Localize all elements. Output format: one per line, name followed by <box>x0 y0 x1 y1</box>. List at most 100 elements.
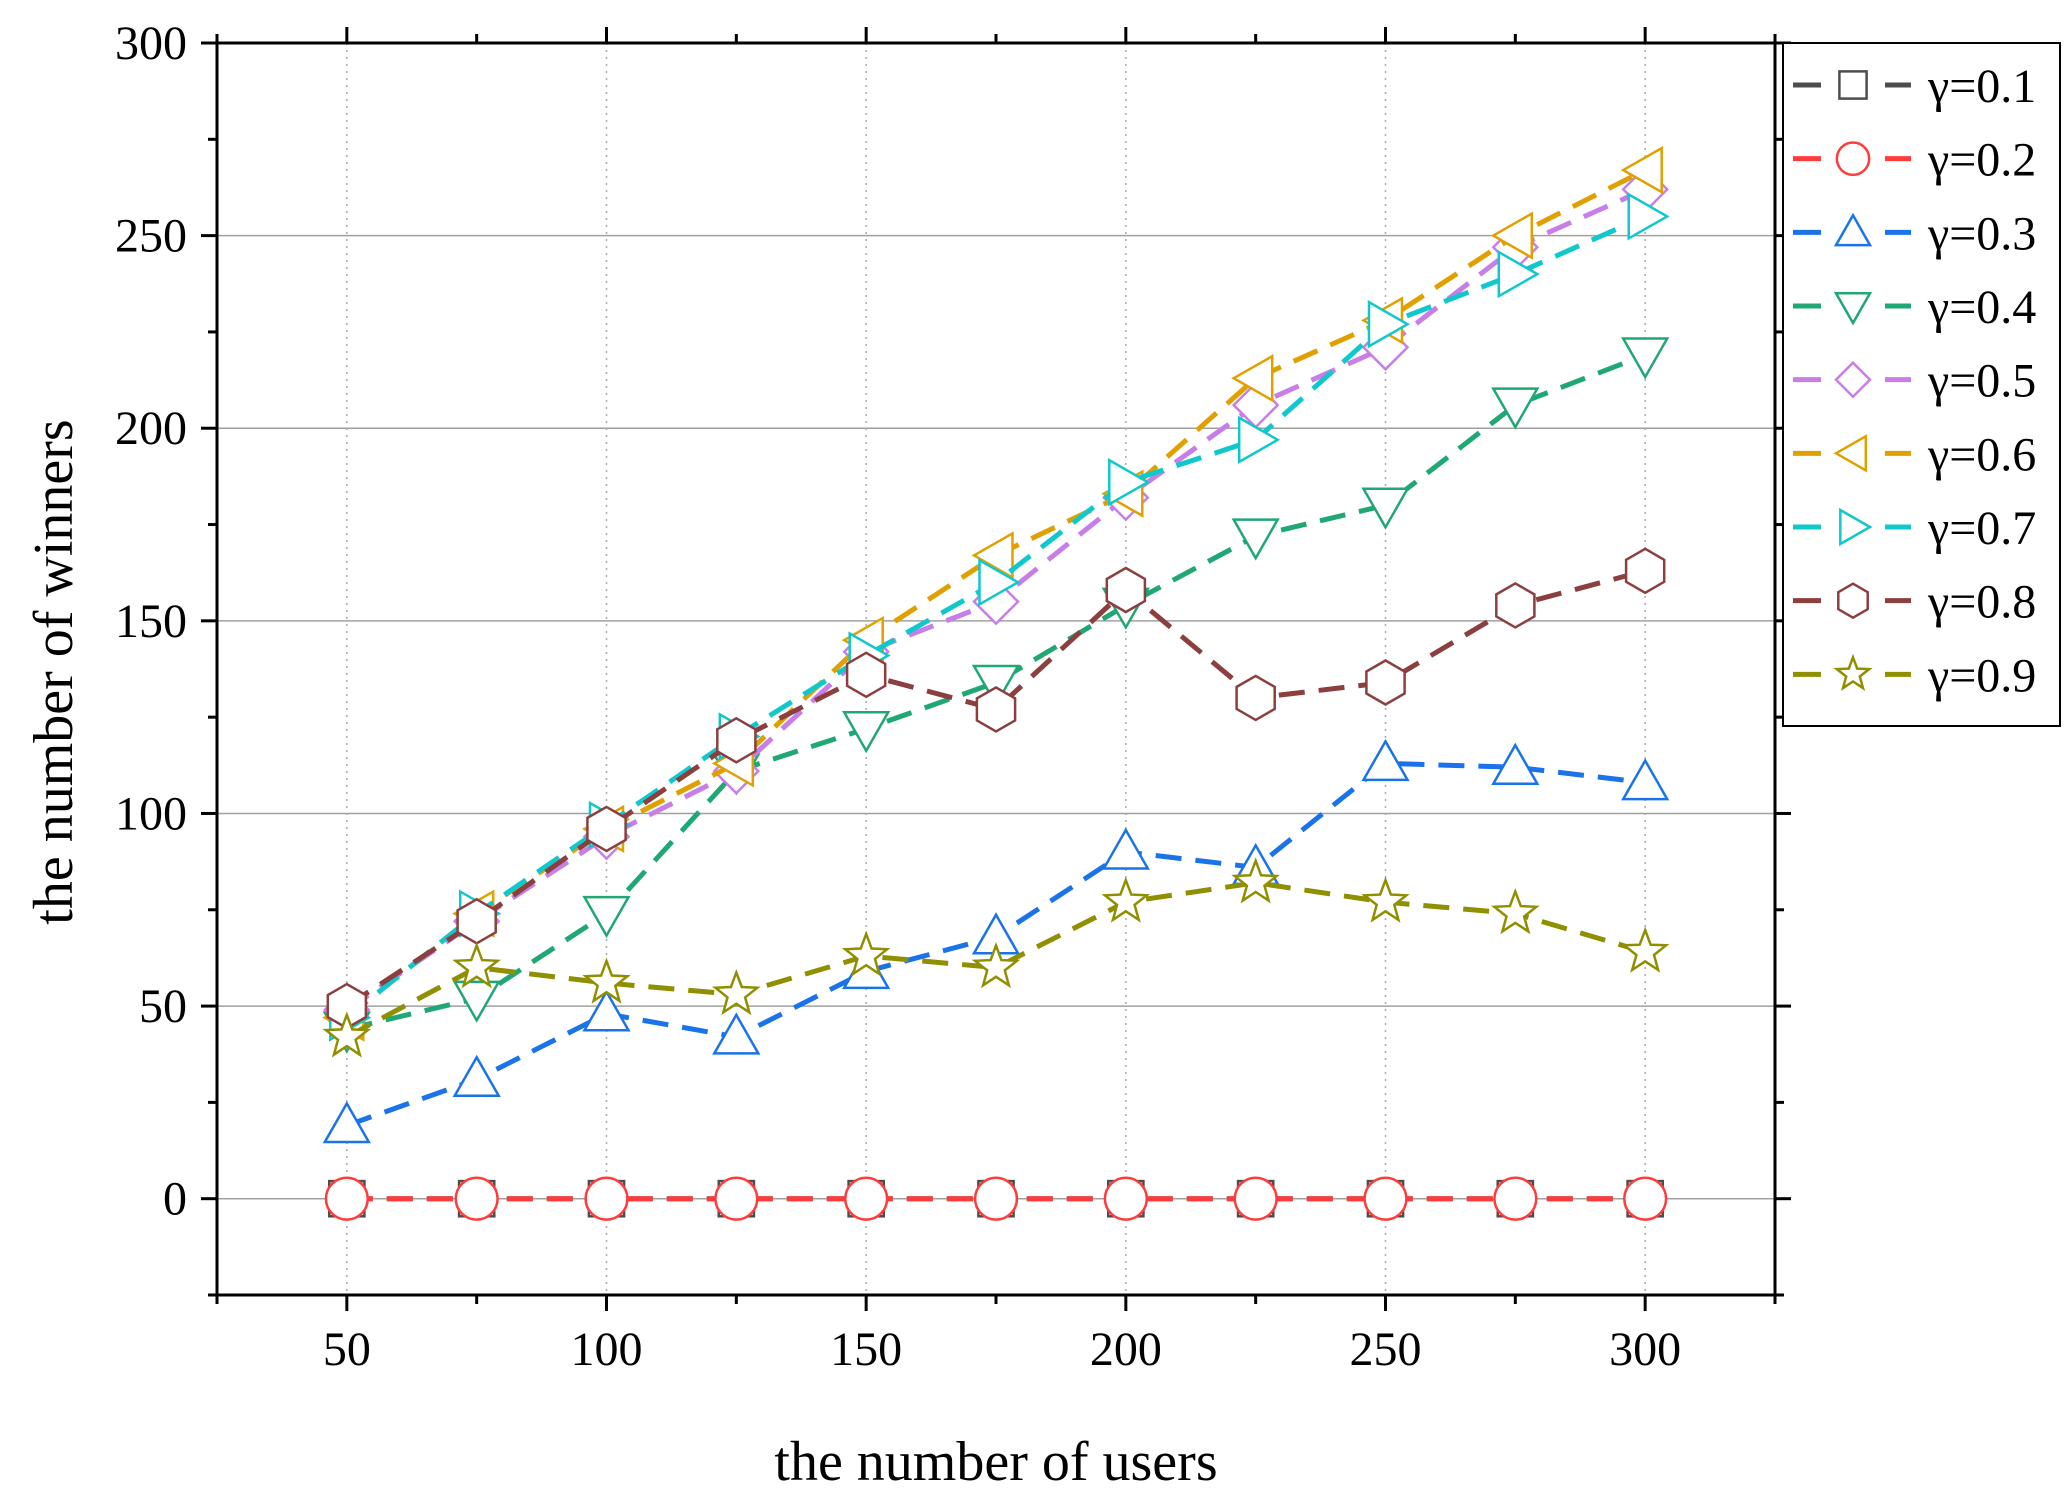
data-point <box>842 710 891 754</box>
data-point <box>1361 487 1410 530</box>
legend-label: γ=0.1 <box>1927 60 2036 113</box>
legend-label: γ=0.8 <box>1927 576 2036 629</box>
series-γ=0.8 <box>326 547 1666 1030</box>
legend-entry: γ=0.9 <box>1793 649 2036 702</box>
legend-entry: γ=0.8 <box>1793 576 2036 629</box>
data-point <box>452 1054 501 1098</box>
data-point <box>845 651 887 699</box>
data-point <box>322 1100 371 1144</box>
data-point <box>1231 354 1274 403</box>
x-tick-label: 250 <box>1350 1323 1422 1376</box>
data-point <box>584 1176 629 1221</box>
legend-entry: γ=0.3 <box>1793 207 2036 260</box>
legend-entry: γ=0.4 <box>1793 281 2036 334</box>
y-tick-label: 100 <box>115 787 187 840</box>
data-point <box>1623 1176 1668 1221</box>
series-γ=0.5 <box>323 165 1669 1034</box>
legend-entry: γ=0.7 <box>1793 502 2036 555</box>
data-point <box>1101 827 1150 870</box>
data-point <box>971 942 1021 989</box>
x-tick-label: 50 <box>323 1323 371 1376</box>
series-γ=0.9 <box>322 857 1670 1058</box>
legend-entry: γ=0.5 <box>1793 355 2036 408</box>
legend: γ=0.1 γ=0.2 γ=0.3 γ=0.4 γ=0.5 γ=0.6 γ=0.7 γ=0.8… <box>1782 42 2061 727</box>
data-point <box>1491 888 1540 935</box>
series-γ=0.2 <box>324 1176 1668 1221</box>
x-tick-label: 100 <box>571 1323 643 1376</box>
legend-entry: γ=0.1 <box>1793 60 2036 113</box>
legend-entry: γ=0.6 <box>1793 428 2036 481</box>
data-point <box>454 1176 499 1221</box>
series-line <box>346 352 1647 1032</box>
data-point <box>322 1011 372 1058</box>
data-point <box>1235 674 1276 722</box>
data-point <box>971 531 1014 580</box>
data-point <box>1237 415 1281 464</box>
legend-marker <box>1834 360 1872 399</box>
x-tick-label: 300 <box>1609 1323 1681 1376</box>
data-point <box>978 558 1021 607</box>
data-point <box>1627 192 1670 241</box>
data-point <box>582 895 631 939</box>
legend-marker <box>1839 507 1873 547</box>
series-line <box>345 568 1646 1009</box>
data-point <box>586 805 627 853</box>
legend-label: γ=0.3 <box>1927 207 2036 260</box>
data-point <box>1231 857 1280 904</box>
y-tick-label: 300 <box>115 17 187 70</box>
data-point <box>973 1176 1019 1221</box>
data-point <box>1493 1176 1538 1221</box>
data-point <box>1367 300 1411 349</box>
data-point <box>844 1176 889 1221</box>
data-point <box>712 1012 761 1055</box>
data-point <box>1621 337 1670 380</box>
data-point <box>1233 1176 1278 1221</box>
data-point <box>1108 458 1151 507</box>
legend-entry: γ=0.2 <box>1793 134 2036 187</box>
data-point <box>1495 581 1536 629</box>
legend-label: γ=0.7 <box>1927 502 2036 555</box>
x-tick-label: 150 <box>830 1323 902 1376</box>
data-point <box>324 1176 369 1221</box>
legend-label: γ=0.6 <box>1927 428 2036 481</box>
data-point <box>1103 1176 1148 1221</box>
legend-marker <box>1833 212 1873 247</box>
legend-marker <box>1838 70 1868 100</box>
y-tick-label: 150 <box>115 595 187 648</box>
data-point <box>582 957 631 1004</box>
x-tick-label: 200 <box>1090 1323 1162 1376</box>
data-point <box>1101 876 1151 923</box>
data-point <box>1490 211 1534 260</box>
data-point <box>1620 926 1670 973</box>
legend-marker <box>1833 292 1873 326</box>
data-point <box>1624 547 1666 595</box>
data-point <box>1361 738 1410 782</box>
data-point <box>714 1176 759 1221</box>
data-point <box>841 930 891 977</box>
y-tick-label: 50 <box>139 980 187 1033</box>
legend-marker <box>1833 653 1873 691</box>
legend-marker <box>1835 141 1871 177</box>
data-point <box>1105 566 1147 614</box>
series-line <box>345 880 1646 1040</box>
series-γ=0.3 <box>322 738 1670 1144</box>
legend-label: γ=0.9 <box>1927 649 2036 702</box>
data-point <box>712 968 761 1016</box>
legend-marker <box>1833 434 1868 473</box>
data-point <box>1497 249 1540 299</box>
data-point <box>1361 876 1410 923</box>
y-tick-label: 200 <box>115 402 187 455</box>
data-point <box>1491 387 1540 430</box>
legend-label: γ=0.5 <box>1927 355 2036 408</box>
legend-label: γ=0.4 <box>1927 281 2036 334</box>
legend-box <box>1782 42 2061 727</box>
y-tick-label: 0 <box>163 1173 187 1226</box>
data-point <box>1620 145 1663 195</box>
legend-marker <box>1837 582 1869 620</box>
legend-label: γ=0.2 <box>1927 134 2036 187</box>
y-tick-label: 250 <box>115 210 187 263</box>
y-axis-title: the number of winners <box>23 419 85 924</box>
data-point <box>1365 659 1406 706</box>
